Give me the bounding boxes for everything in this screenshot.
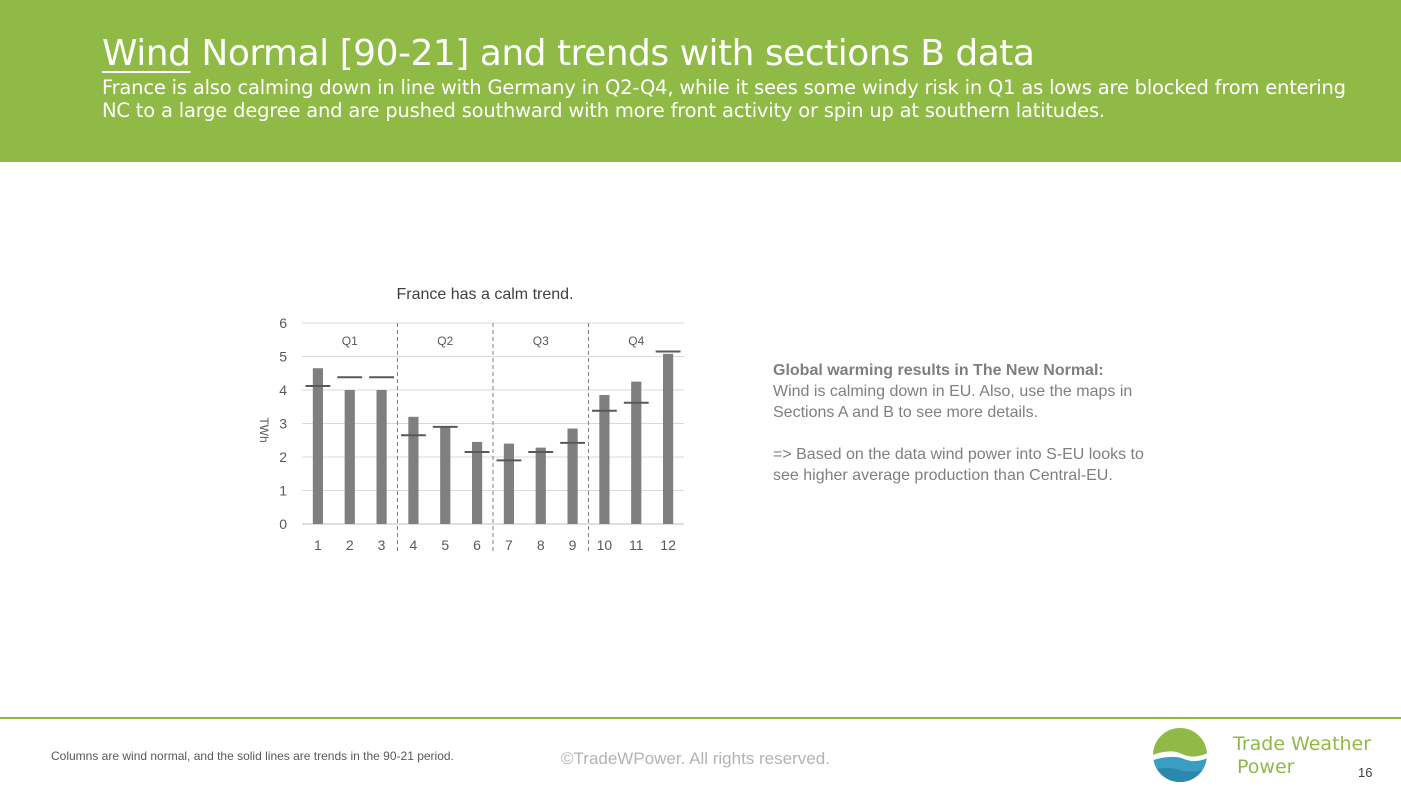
bar-3 bbox=[376, 390, 387, 524]
quarter-label-q3: Q3 bbox=[533, 334, 549, 348]
title-underlined-word: Wind bbox=[102, 33, 191, 74]
copyright-notice: ©TradeWPower. All rights reserved. bbox=[561, 749, 830, 768]
y-tick-label-3: 3 bbox=[279, 416, 287, 432]
title-rest: Normal [90-21] and trends with sections … bbox=[190, 33, 1035, 74]
page-title: Wind Normal [90-21] and trends with sect… bbox=[102, 33, 1035, 75]
bar-4 bbox=[408, 416, 419, 524]
brand-name: Trade Weather Power bbox=[1233, 733, 1371, 779]
chart-title: France has a calm trend. bbox=[397, 286, 574, 303]
x-tick-label-4: 4 bbox=[410, 537, 418, 553]
commentary-text: Global warming results in The New Normal… bbox=[773, 360, 1173, 486]
x-tick-label-2: 2 bbox=[346, 537, 354, 553]
bar-8 bbox=[535, 447, 546, 524]
bar-10 bbox=[599, 395, 610, 524]
y-tick-label-5: 5 bbox=[279, 349, 287, 365]
x-tick-label-9: 9 bbox=[569, 537, 577, 553]
bar-9 bbox=[567, 428, 578, 524]
x-tick-label-12: 12 bbox=[660, 537, 676, 553]
commentary-heading: Global warming results in The New Normal… bbox=[773, 362, 1104, 379]
bar-11 bbox=[631, 381, 642, 524]
quarter-label-q4: Q4 bbox=[628, 334, 644, 348]
page-number: 16 bbox=[1358, 765, 1373, 780]
commentary-line-2: => Based on the data wind power into S-E… bbox=[773, 446, 1144, 484]
bar-7 bbox=[503, 443, 515, 524]
x-tick-label-7: 7 bbox=[505, 537, 513, 553]
bar-1 bbox=[312, 368, 324, 524]
x-tick-label-1: 1 bbox=[314, 537, 322, 553]
bar-6 bbox=[471, 441, 483, 524]
y-tick-label-2: 2 bbox=[279, 449, 287, 465]
bars bbox=[312, 353, 674, 524]
y-tick-label-6: 6 bbox=[279, 315, 287, 331]
bar-5 bbox=[440, 426, 451, 524]
x-tick-label-11: 11 bbox=[629, 537, 644, 553]
commentary-line-1: Wind is calming down in EU. Also, use th… bbox=[773, 383, 1133, 421]
x-tick-label-3: 3 bbox=[378, 537, 386, 553]
x-tick-label-8: 8 bbox=[537, 537, 545, 553]
y-axis-label: TWh bbox=[257, 417, 271, 442]
y-tick-label-1: 1 bbox=[279, 483, 287, 499]
brand-line-1: Trade Weather bbox=[1233, 733, 1372, 755]
trade-weather-power-logo-icon bbox=[1153, 728, 1207, 782]
footnote: Columns are wind normal, and the solid l… bbox=[51, 749, 454, 763]
quarter-label-q1: Q1 bbox=[342, 334, 358, 348]
page-subtitle: France is also calming down in line with… bbox=[102, 76, 1346, 122]
x-tick-label-5: 5 bbox=[441, 537, 449, 553]
x-tick-label-10: 10 bbox=[597, 537, 613, 553]
x-tick-label-6: 6 bbox=[473, 537, 481, 553]
header-banner: Wind Normal [90-21] and trends with sect… bbox=[0, 0, 1401, 162]
bar-12 bbox=[662, 353, 674, 524]
y-tick-label-4: 4 bbox=[279, 382, 287, 398]
y-tick-label-0: 0 bbox=[279, 516, 287, 532]
brand-line-2: Power bbox=[1237, 756, 1295, 778]
quarter-dividers bbox=[397, 323, 589, 554]
bar-2 bbox=[344, 390, 355, 524]
trend-lines bbox=[305, 350, 681, 462]
quarter-label-q2: Q2 bbox=[437, 334, 453, 348]
footer-divider bbox=[0, 717, 1401, 719]
